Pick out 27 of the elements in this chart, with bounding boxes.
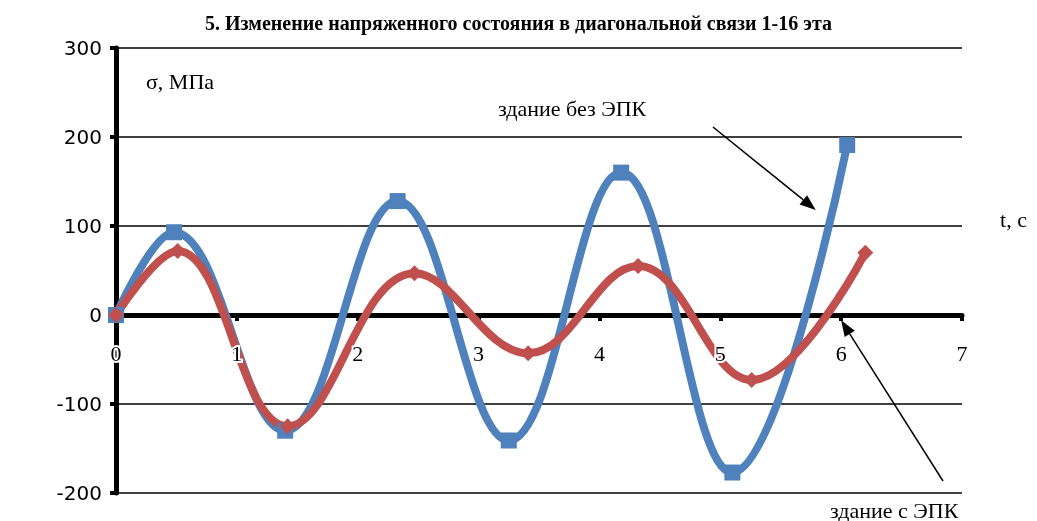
y-axis-title: σ, МПа bbox=[146, 68, 215, 94]
y-tick-label: -200 bbox=[56, 481, 102, 505]
y-tick-label: 100 bbox=[63, 214, 102, 238]
y-tick-label: 200 bbox=[63, 125, 102, 149]
x-tick-label: 5 bbox=[714, 340, 726, 366]
y-tick-label: 0 bbox=[89, 303, 102, 327]
x-tick-label: 6 bbox=[835, 340, 847, 366]
y-tick-label: 300 bbox=[63, 36, 102, 60]
text: здание без ЭПК bbox=[498, 95, 647, 121]
point bbox=[166, 224, 183, 241]
point bbox=[839, 137, 856, 154]
point bbox=[724, 464, 741, 481]
point bbox=[389, 193, 406, 210]
x-tick-label: 3 bbox=[473, 340, 485, 366]
x-tick-label: 7 bbox=[956, 340, 968, 366]
x-tick-label: 0 bbox=[110, 340, 122, 366]
x-tick-label: 4 bbox=[593, 340, 605, 366]
x-tick-label: 2 bbox=[352, 340, 364, 366]
point bbox=[500, 432, 517, 449]
x-axis-title: t, с bbox=[1000, 206, 1028, 232]
point bbox=[279, 418, 296, 435]
y-tick-label: -100 bbox=[56, 392, 102, 416]
x-tick-label: 1 bbox=[231, 340, 243, 366]
chart-title: 5. Изменение напряженного состояния в диагональной связи 1-16 эта bbox=[205, 12, 832, 35]
point bbox=[613, 164, 630, 181]
text: здание с ЭПК bbox=[830, 497, 959, 521]
point bbox=[857, 244, 874, 261]
